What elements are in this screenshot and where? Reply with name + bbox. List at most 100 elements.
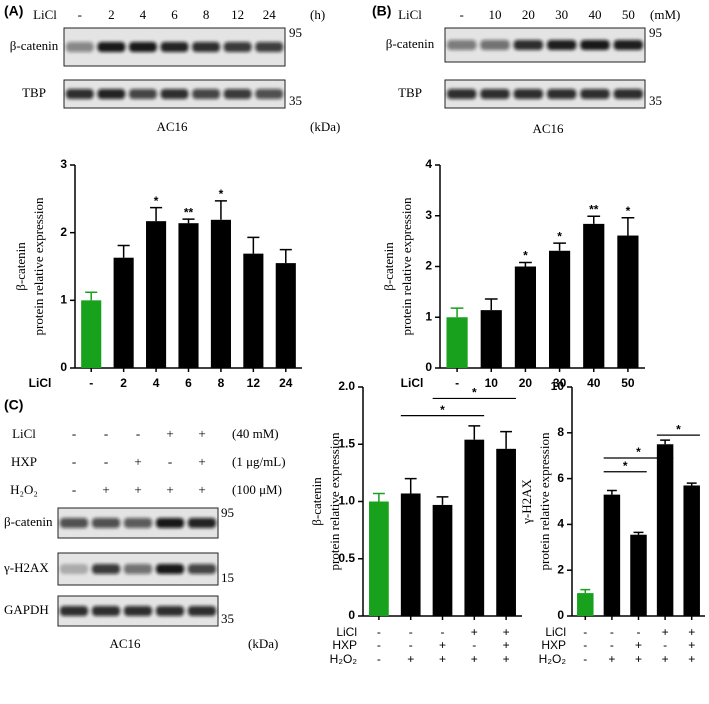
x-tick-label: - [455, 376, 459, 390]
treatment-value: - [472, 638, 476, 652]
lane-label: 40 [589, 7, 602, 22]
y-tick-label: 3 [60, 157, 67, 171]
lane-label: 24 [263, 7, 277, 22]
y-tick-label: 2 [557, 562, 564, 576]
bar [81, 300, 102, 368]
error-bar [372, 492, 385, 502]
treatment-value: + [471, 625, 478, 639]
mw-marker: 95 [289, 25, 302, 40]
error-bar [660, 439, 671, 445]
x-tick-label: - [89, 376, 93, 390]
band [223, 89, 252, 99]
treatment-value: + [662, 625, 669, 639]
error-bar [468, 425, 481, 440]
mw-marker: 35 [649, 93, 662, 108]
error-bar [553, 242, 566, 251]
y-tick-label: 0 [348, 608, 355, 622]
blot-bands [447, 89, 643, 99]
band [580, 89, 610, 99]
band [91, 518, 121, 528]
lane-label: - [72, 482, 76, 497]
bar [656, 444, 674, 616]
lane-label: 2 [108, 7, 115, 22]
lane-label: - [136, 426, 140, 441]
significance: * [440, 403, 445, 417]
band [187, 606, 217, 616]
panel-label: (B) [372, 3, 391, 19]
cell-line: AC16 [532, 121, 564, 136]
lane-label: + [134, 454, 141, 469]
band [255, 89, 284, 99]
treatment-label: HXP [11, 454, 37, 469]
band [129, 42, 157, 52]
y-tick-label: 2 [60, 225, 67, 239]
significance: * [676, 422, 681, 436]
x-axis-label: LiCl [29, 376, 52, 390]
x-tick-label: 12 [247, 376, 261, 390]
lane-label: - [72, 426, 76, 441]
blot-row-label: β-catenin [4, 514, 53, 529]
error-bar [85, 291, 98, 301]
error-bar [279, 248, 292, 264]
x-tick-label: 20 [519, 376, 533, 390]
treatment-value: + [662, 652, 669, 666]
error-bar [436, 496, 449, 505]
bar [583, 223, 605, 368]
treatment-value: + [608, 652, 615, 666]
bar [603, 494, 621, 616]
error-bar [247, 236, 260, 254]
treatment-value: + [439, 652, 446, 666]
treatment-value: + [503, 652, 510, 666]
lane-label: + [166, 426, 173, 441]
treatment-value: - [377, 652, 381, 666]
treatment-value: + [439, 638, 446, 652]
significance: * [219, 187, 224, 201]
blot-row-label: γ-H2AX [3, 560, 49, 575]
bar [432, 504, 453, 616]
treatment-value: + [635, 652, 642, 666]
band [223, 42, 252, 52]
bar [548, 250, 571, 368]
error-bar [117, 244, 130, 258]
cell-line: AC16 [109, 636, 141, 651]
blot-frame [444, 79, 646, 109]
lane-label: + [166, 482, 173, 497]
treatment-value: - [583, 625, 587, 639]
lane-label: + [102, 482, 109, 497]
band [160, 89, 189, 99]
treatment-label: H₂O₂ [10, 482, 38, 497]
y-axis-label: β-catenin [381, 242, 396, 291]
bar [146, 221, 167, 368]
error-bar [580, 588, 591, 594]
y-tick-label: 1.0 [338, 494, 355, 508]
band [480, 89, 510, 99]
error-bar [621, 217, 635, 236]
treatment-label: LiCl [398, 7, 422, 22]
error-bar [214, 200, 227, 220]
treatment-value: + [688, 638, 695, 652]
treatment-value: - [610, 625, 614, 639]
band [513, 40, 543, 50]
lane-label: - [459, 7, 463, 22]
blot-row-label: β-catenin [386, 36, 435, 51]
blot-frame [444, 27, 646, 63]
x-tick-label: 40 [587, 376, 601, 390]
treatment-value: - [583, 652, 587, 666]
band [192, 89, 220, 99]
band [59, 518, 89, 528]
treatment-value: + [407, 652, 414, 666]
mw-marker: 95 [221, 505, 234, 520]
lane-label: 20 [522, 7, 535, 22]
bar [210, 219, 231, 368]
treatment-value: + [635, 638, 642, 652]
y-tick-label: 4 [425, 157, 432, 171]
error-bar [633, 531, 644, 535]
y-tick-label: 1 [425, 309, 432, 323]
band [91, 606, 121, 616]
kda-unit: (kDa) [248, 636, 278, 651]
lane-label: + [198, 482, 205, 497]
error-bar [450, 307, 464, 318]
band [123, 564, 153, 574]
treatment-value: - [583, 638, 587, 652]
